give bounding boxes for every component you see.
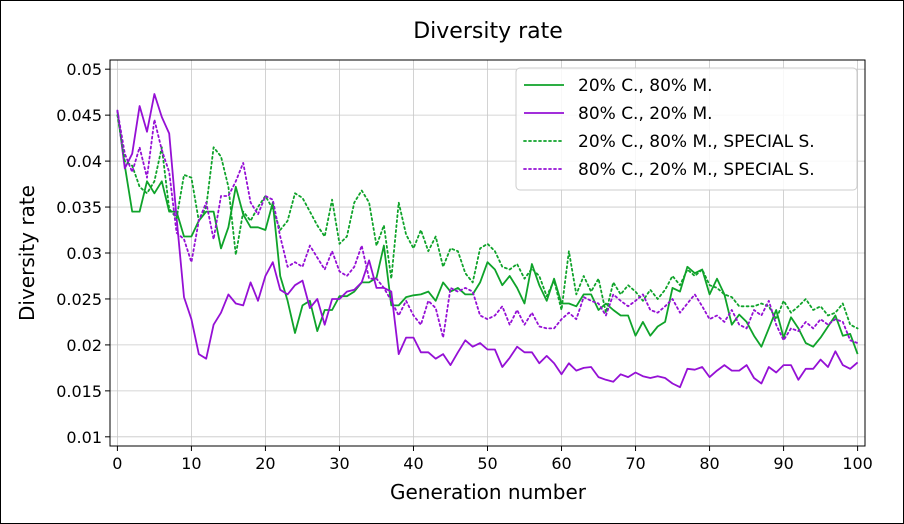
x-axis: 0 10 20 30 40 50 60 70 80 90 100 [112,446,873,473]
legend-label: 20% C., 80% M. [578,76,713,96]
legend-label: 80% C., 20% M., SPECIAL S. [578,160,815,180]
y-tick-label: 0.04 [66,152,102,171]
y-tick-label: 0.015 [56,382,102,401]
y-tick-label: 0.025 [56,290,102,309]
y-tick-label: 0.02 [66,336,102,355]
plot-lines [116,93,859,389]
legend-box [515,67,858,191]
x-axis-title: Generation number [390,480,587,504]
series-line-4 [116,109,859,345]
series-line-3 [116,114,859,330]
legend-label: 80% C., 20% M. [578,104,713,124]
x-tick-label: 50 [477,454,497,473]
y-axis-title: Diversity rate [15,185,39,321]
series-line-2 [116,93,859,389]
x-tick-label: 20 [255,454,275,473]
y-tick-label: 0.05 [66,60,102,79]
x-tick-label: 10 [181,454,201,473]
x-tick-label: 90 [773,454,793,473]
x-tick-label: 30 [329,454,349,473]
x-tick-label: 80 [699,454,719,473]
x-tick-label: 40 [403,454,423,473]
x-tick-label: 0 [112,454,122,473]
y-tick-label: 0.03 [66,244,102,263]
x-tick-label: 70 [625,454,645,473]
x-tick-label: 60 [551,454,571,473]
y-tick-label: 0.045 [56,106,102,125]
y-tick-label: 0.01 [66,428,102,447]
y-axis: 0.01 0.015 0.02 0.025 0.03 0.035 0.04 0.045 0.05 [56,60,110,447]
legend: 20% C., 80% M. 80% C., 20% M. 20% C., 80% … [515,67,858,191]
series-line-1 [116,110,859,355]
x-tick-label: 100 [842,454,873,473]
y-tick-label: 0.035 [56,198,102,217]
legend-label: 20% C., 80% M., SPECIAL S. [578,132,815,152]
chart-title: Diversity rate [413,19,563,44]
